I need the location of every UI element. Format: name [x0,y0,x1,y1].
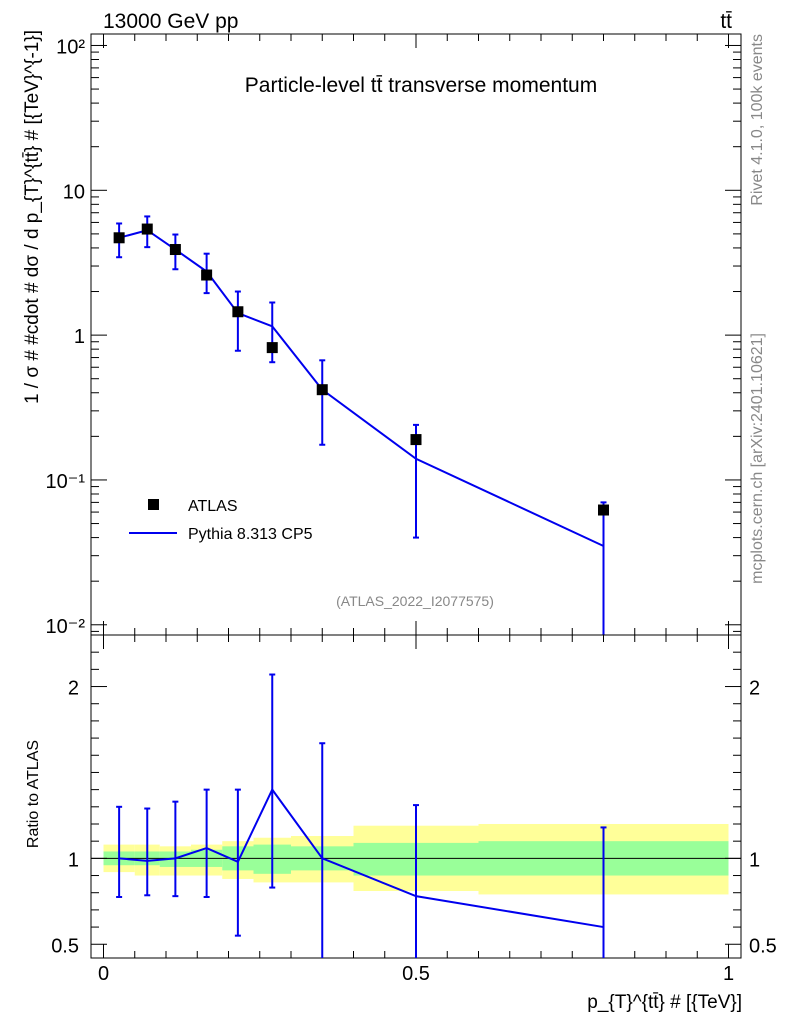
legend-atlas-label: ATLAS [188,498,238,515]
atlas-marker [410,434,422,446]
plot-title: Particle-level tt̄ transverse momentum [245,74,597,97]
analysis-id-label: (ATLAS_2022_I2077575) [336,593,494,609]
atlas-marker [113,232,125,244]
ratio-y-tick-label: 2 [68,678,79,700]
legend: ATLAS Pythia 8.313 CP5 [129,498,313,543]
mcplots-source-label: mcplots.cern.ch [arXiv:2401.10621] [749,333,766,584]
ratio-y-tick-label-right: 2 [749,678,760,700]
atlas-marker [598,504,609,516]
ratio-y-tick-label: 1 [68,849,79,871]
atlas-marker [316,384,328,396]
collision-label: 13000 GeV pp [103,10,238,33]
main-frame [90,33,742,636]
main-panel: Particle-level tt̄ transverse momentum (… [22,30,742,638]
process-label: tt̄ [720,10,732,33]
main-series [113,215,609,635]
atlas-marker [141,223,153,235]
ratio-y-tick-label-right: 0.5 [749,935,777,957]
x-tick-label: 0.5 [402,963,430,985]
y-tick-label: 10² [56,36,85,58]
ratio-y-tick-label: 0.5 [51,935,79,957]
atlas-marker [201,269,213,281]
legend-pythia-label: Pythia 8.313 CP5 [188,526,313,543]
main-axes: 10⁻² 10⁻¹ 1 10 10² [46,33,742,638]
ratio-y-axis-label: Ratio to ATLAS [25,740,42,848]
ratio-y-tick-label-right: 1 [749,849,760,871]
ratio-panel: 0.5 0.5 1 1 2 2 0 0.5 1 Ratio to ATLAS p_{T}^{tt… [25,634,777,1013]
atlas-marker [169,244,181,256]
x-axis-label: p_{T}^{tt̄} # [{TeV}] [587,992,742,1013]
legend-atlas-marker [148,499,159,510]
x-tick-label: 1 [723,963,734,985]
y-tick-label: 10 [63,181,85,203]
y-tick-label: 10⁻² [46,616,86,638]
y-tick-label: 1 [74,326,85,348]
main-y-axis-label: 1 / σ # #cdot # dσ / d p_{T}^{tt̄} # [{T… [22,30,43,404]
y-tick-label: 10⁻¹ [46,471,86,493]
ratio-axes: 0.5 0.5 1 1 2 2 0 0.5 1 [51,634,777,985]
x-tick-label: 0 [98,963,109,985]
ratio-series [116,673,607,958]
ratio-pythia-line [119,787,604,929]
rivet-version-label: Rivet 4.1.0, 100k events [749,34,766,206]
atlas-marker [266,342,278,354]
atlas-marker [232,306,244,318]
